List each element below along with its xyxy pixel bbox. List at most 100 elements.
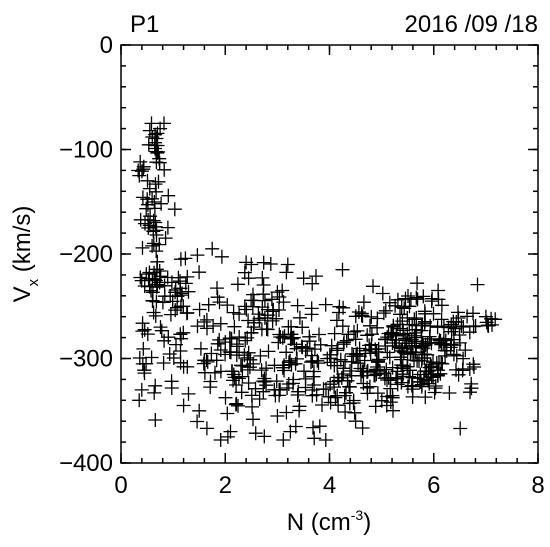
data-point	[468, 319, 483, 333]
data-point	[254, 322, 269, 337]
data-point	[270, 409, 285, 423]
data-point	[248, 426, 263, 441]
data-point	[315, 398, 329, 412]
data-point	[132, 351, 147, 365]
date-label: 2016 /09 /18	[405, 11, 538, 38]
data-point	[394, 300, 409, 315]
data-point	[350, 346, 365, 361]
data-points	[131, 116, 503, 447]
data-point	[331, 398, 346, 413]
data-point	[153, 121, 168, 136]
data-point	[370, 386, 385, 401]
data-point	[307, 431, 322, 446]
data-point	[271, 335, 286, 350]
data-point	[330, 341, 345, 356]
data-point	[245, 399, 260, 414]
data-point	[464, 381, 479, 396]
data-point	[190, 414, 205, 429]
data-point	[220, 406, 235, 421]
data-point	[148, 273, 163, 288]
data-point	[371, 352, 386, 367]
data-point	[145, 130, 160, 144]
data-point	[290, 388, 305, 402]
data-point	[232, 307, 247, 322]
data-point	[286, 372, 301, 387]
data-point	[176, 398, 191, 413]
data-point	[292, 403, 307, 418]
data-point	[136, 341, 151, 356]
data-point	[310, 353, 325, 368]
data-point	[408, 345, 423, 360]
data-point	[203, 380, 218, 395]
data-point	[327, 380, 342, 395]
data-point	[434, 312, 449, 327]
data-point	[176, 325, 191, 340]
data-point	[154, 196, 169, 211]
data-point	[349, 347, 364, 362]
data-point	[244, 293, 259, 308]
data-point	[348, 414, 363, 429]
data-point	[256, 255, 271, 270]
data-point	[447, 338, 462, 353]
data-point	[302, 334, 317, 349]
data-point	[395, 358, 410, 373]
data-point	[290, 298, 305, 313]
data-point	[285, 331, 300, 345]
data-point	[356, 295, 371, 310]
data-point	[294, 339, 309, 354]
data-point	[168, 303, 183, 318]
data-point	[318, 297, 333, 312]
data-point	[336, 361, 351, 376]
data-point	[180, 359, 195, 374]
data-point	[280, 381, 295, 395]
data-point	[252, 392, 267, 406]
data-point	[485, 317, 499, 332]
data-point	[161, 188, 176, 203]
y-tick-label: −400	[59, 450, 113, 477]
data-point	[162, 347, 177, 361]
data-point	[478, 309, 493, 324]
data-point	[230, 277, 245, 292]
data-point	[369, 344, 384, 359]
data-point	[144, 350, 159, 365]
data-point	[340, 373, 355, 388]
data-point	[264, 292, 279, 307]
data-point	[263, 257, 278, 271]
data-point	[355, 421, 370, 435]
data-point	[327, 358, 342, 373]
data-point	[192, 403, 207, 418]
data-point	[213, 316, 228, 331]
data-point	[481, 318, 496, 333]
data-point	[148, 413, 163, 427]
data-point	[306, 369, 321, 384]
data-point	[434, 337, 449, 352]
data-point	[343, 380, 357, 394]
data-point	[350, 323, 365, 338]
data-point	[165, 294, 180, 309]
y-tick-label: −200	[59, 241, 113, 268]
data-point	[149, 144, 163, 159]
x-tick-label: 0	[114, 472, 127, 499]
data-point	[309, 269, 323, 284]
data-point	[213, 433, 228, 447]
data-point	[277, 358, 291, 373]
data-point	[279, 265, 294, 280]
data-point	[133, 212, 148, 227]
data-point	[332, 299, 347, 314]
data-point	[192, 302, 207, 317]
data-point	[270, 285, 285, 300]
data-point	[205, 241, 220, 256]
data-point	[228, 397, 243, 412]
data-point	[312, 419, 327, 434]
data-point	[390, 377, 405, 392]
data-point	[260, 308, 275, 323]
data-point	[180, 269, 195, 284]
y-tick-label: 0	[100, 32, 113, 59]
data-point	[362, 379, 377, 394]
data-point	[152, 237, 167, 252]
data-point	[390, 292, 405, 307]
data-point	[379, 398, 394, 413]
data-point	[330, 388, 345, 403]
data-point	[145, 285, 160, 300]
data-point	[458, 343, 473, 358]
